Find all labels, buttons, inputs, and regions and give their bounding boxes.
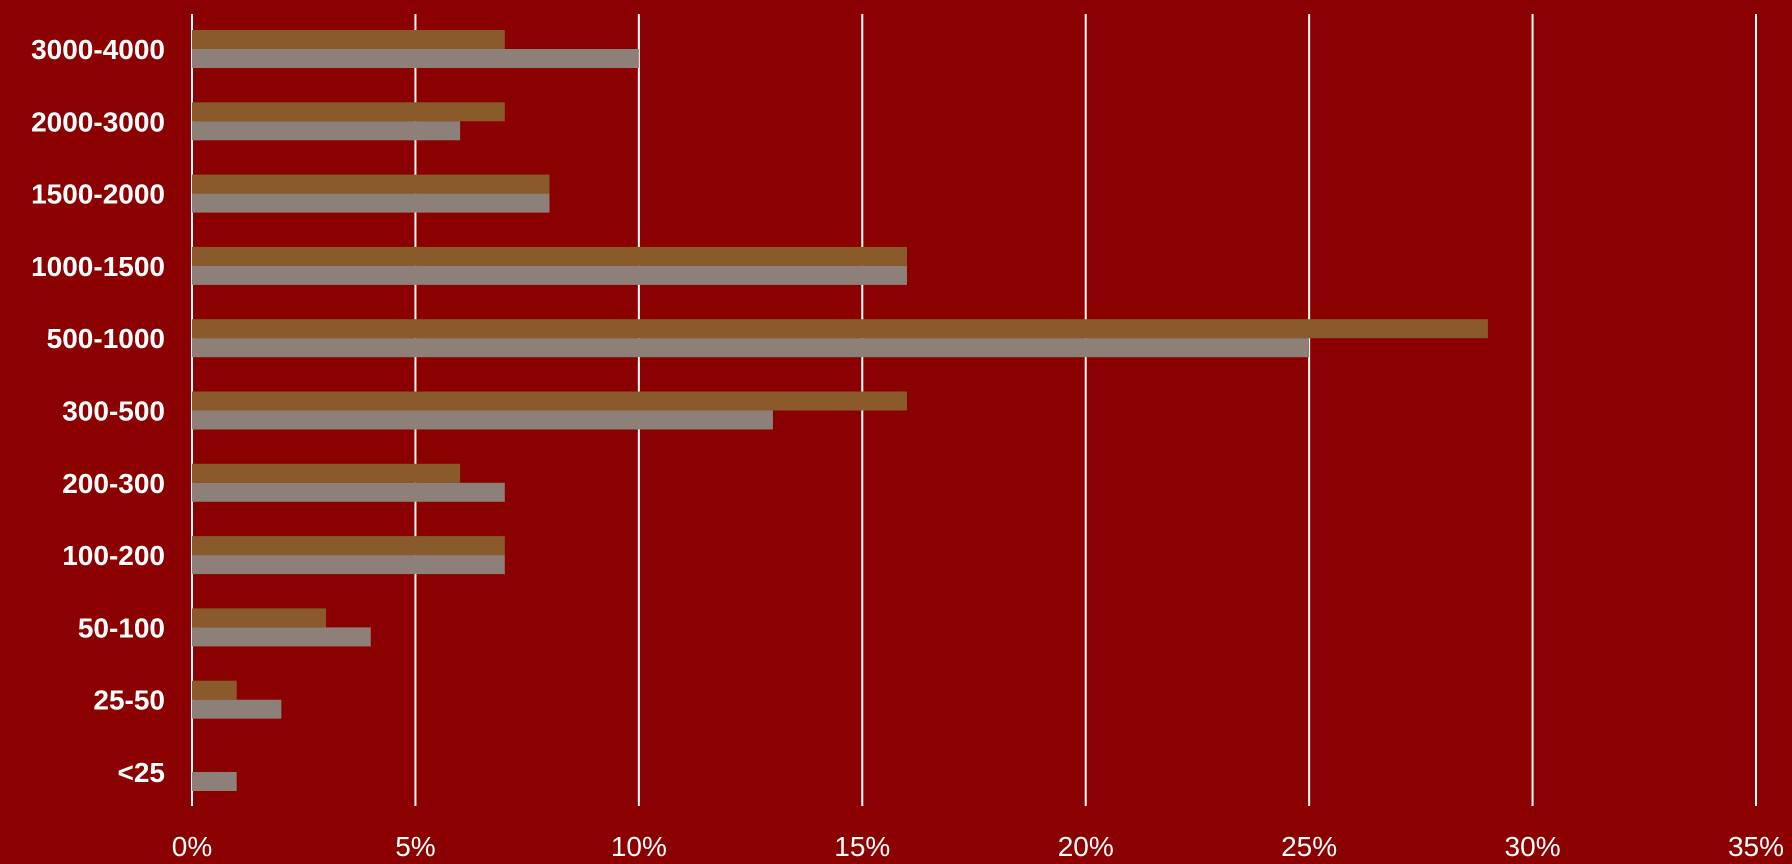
x-tick-label: 20% — [1058, 831, 1114, 859]
bar-series-1 — [192, 319, 1488, 339]
bar-series-1 — [192, 391, 907, 411]
category-label: 2000-3000 — [31, 106, 165, 137]
category-label: 25-50 — [93, 685, 165, 716]
x-tick-labels: 0% 5% 10% 15% 20% 25% 30% 35% — [172, 831, 1784, 862]
bar-series-2 — [192, 410, 773, 430]
bar-series-2 — [192, 627, 371, 647]
bar-series-1 — [192, 174, 550, 194]
bar-series-2 — [192, 555, 505, 575]
bar-series-1 — [192, 536, 505, 556]
category-label: 50-100 — [78, 612, 165, 643]
bar-series-1 — [192, 102, 505, 122]
category-label: 3000-4000 — [31, 34, 165, 65]
x-tick-label: 35% — [1728, 831, 1784, 859]
bar-series-2 — [192, 121, 461, 141]
bar-series-1 — [192, 680, 237, 700]
category-labels: 3000-4000 2000-3000 1500-2000 1000-1500 500-… — [31, 34, 165, 788]
x-tick-label: 5% — [395, 831, 435, 859]
bar-series-2 — [192, 49, 639, 68]
bars — [192, 30, 1488, 791]
bar-series-2 — [192, 338, 1310, 358]
bar-series-2 — [192, 699, 282, 719]
category-label: 300-500 — [62, 396, 165, 427]
x-tick-label: 10% — [611, 831, 667, 859]
category-label: 200-300 — [62, 468, 165, 499]
x-tick-label: 30% — [1505, 831, 1561, 859]
bar-series-1 — [192, 30, 505, 49]
category-label: <25 — [118, 757, 166, 788]
bar-series-1 — [192, 608, 327, 628]
bar-series-1 — [192, 246, 907, 266]
bar-series-2 — [192, 265, 907, 285]
bar-series-2 — [192, 772, 237, 791]
x-tick-label: 25% — [1281, 831, 1337, 859]
bar-series-2 — [192, 482, 505, 502]
x-tick-label: 0% — [172, 831, 212, 859]
bar-series-1 — [192, 463, 461, 483]
category-label: 1500-2000 — [31, 179, 165, 210]
category-label: 1000-1500 — [31, 251, 165, 282]
bar-series-2 — [192, 193, 550, 213]
category-label: 100-200 — [62, 540, 165, 571]
category-label: 500-1000 — [47, 323, 165, 354]
x-tick-label: 15% — [834, 831, 890, 859]
